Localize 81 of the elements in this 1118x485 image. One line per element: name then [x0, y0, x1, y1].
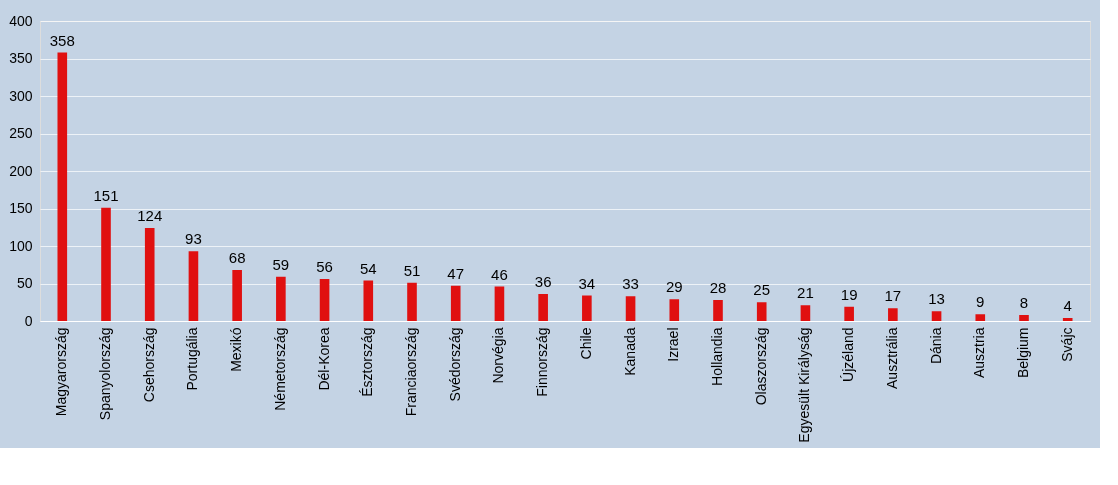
bar	[538, 294, 548, 321]
data-label: 8	[1019, 294, 1029, 311]
data-label: 17	[884, 287, 902, 305]
y-tick-label: 50	[16, 275, 33, 291]
x-tick-label: Spanyolország	[97, 327, 114, 421]
data-label: 54	[359, 259, 377, 277]
y-tick-label: 300	[9, 87, 33, 104]
bar	[1062, 318, 1073, 321]
data-label: 36	[534, 273, 552, 290]
y-tick-label: 150	[9, 200, 33, 216]
y-tick-label: 400	[9, 12, 33, 29]
bar	[101, 207, 111, 321]
data-label: 4	[1063, 297, 1072, 314]
bar	[888, 308, 898, 321]
y-tick-label: 200	[9, 162, 33, 179]
bar	[975, 314, 986, 321]
x-tick-label: Németország	[271, 327, 288, 411]
bar	[494, 286, 505, 321]
x-tick-label: Portugália	[184, 327, 201, 391]
x-tick-label: Olaszország	[752, 327, 769, 406]
x-tick-label: Izrael	[665, 327, 682, 362]
bar	[407, 282, 417, 321]
data-label: 21	[797, 284, 814, 302]
bar	[450, 285, 461, 321]
data-label: 56	[316, 258, 333, 275]
data-label: 34	[578, 274, 596, 292]
bar	[669, 299, 680, 321]
bar	[844, 306, 854, 321]
data-label: 93	[185, 230, 202, 248]
bar	[1019, 315, 1029, 321]
bar	[582, 295, 592, 321]
x-tick-label: Dél-Korea	[315, 327, 332, 391]
x-tick-label: Kanada	[621, 327, 638, 376]
bar	[756, 302, 767, 321]
x-tick-label: Csehország	[140, 327, 157, 403]
data-label: 33	[622, 275, 639, 293]
data-label: 358	[49, 31, 75, 49]
data-label: 59	[272, 255, 290, 273]
y-tick-label: 100	[9, 237, 33, 254]
x-tick-label: Belgium	[1014, 327, 1031, 379]
x-tick-label: Dánia	[927, 327, 944, 365]
data-label: 13	[928, 290, 945, 308]
x-tick-label: Finnország	[534, 327, 551, 397]
bar	[713, 300, 723, 321]
bar	[276, 276, 286, 321]
y-tick-label: 350	[9, 50, 33, 66]
x-tick-label: Mexikó	[228, 327, 245, 372]
data-label: 28	[709, 279, 727, 296]
data-label: 19	[840, 285, 858, 303]
bar	[57, 52, 68, 321]
bar	[188, 251, 199, 321]
x-tick-label: Hollandia	[709, 327, 725, 386]
x-tick-label: Norvégia	[490, 327, 507, 384]
bar	[144, 228, 155, 321]
y-tick-label: 0	[24, 312, 33, 329]
data-label: 151	[93, 186, 119, 204]
data-label: 25	[753, 281, 771, 299]
data-label: 124	[137, 207, 163, 224]
x-tick-label: Ausztria	[971, 327, 988, 379]
x-tick-label: Egyesült Királyság	[796, 327, 813, 443]
x-tick-label: Újzéland	[840, 327, 857, 382]
data-label: 9	[976, 293, 985, 311]
bar	[931, 311, 942, 321]
bar	[363, 280, 374, 321]
data-label: 46	[491, 265, 508, 283]
bar	[625, 296, 636, 321]
bar	[800, 305, 811, 321]
data-label: 47	[447, 264, 465, 282]
x-tick-label: Franciaország	[403, 327, 419, 417]
x-tick-label: Svájc	[1058, 327, 1075, 362]
data-label: 29	[665, 278, 683, 296]
x-tick-label: Ausztrália	[883, 327, 900, 389]
x-tick-label: Magyarország	[53, 327, 70, 417]
bar	[319, 279, 330, 321]
data-label: 68	[228, 249, 246, 266]
y-tick-label: 250	[9, 125, 33, 141]
x-tick-label: Észtország	[359, 327, 376, 397]
bar	[232, 270, 242, 321]
x-tick-label: Svédország	[446, 327, 463, 402]
data-label: 51	[403, 261, 421, 279]
x-tick-label: Chile	[577, 327, 594, 360]
